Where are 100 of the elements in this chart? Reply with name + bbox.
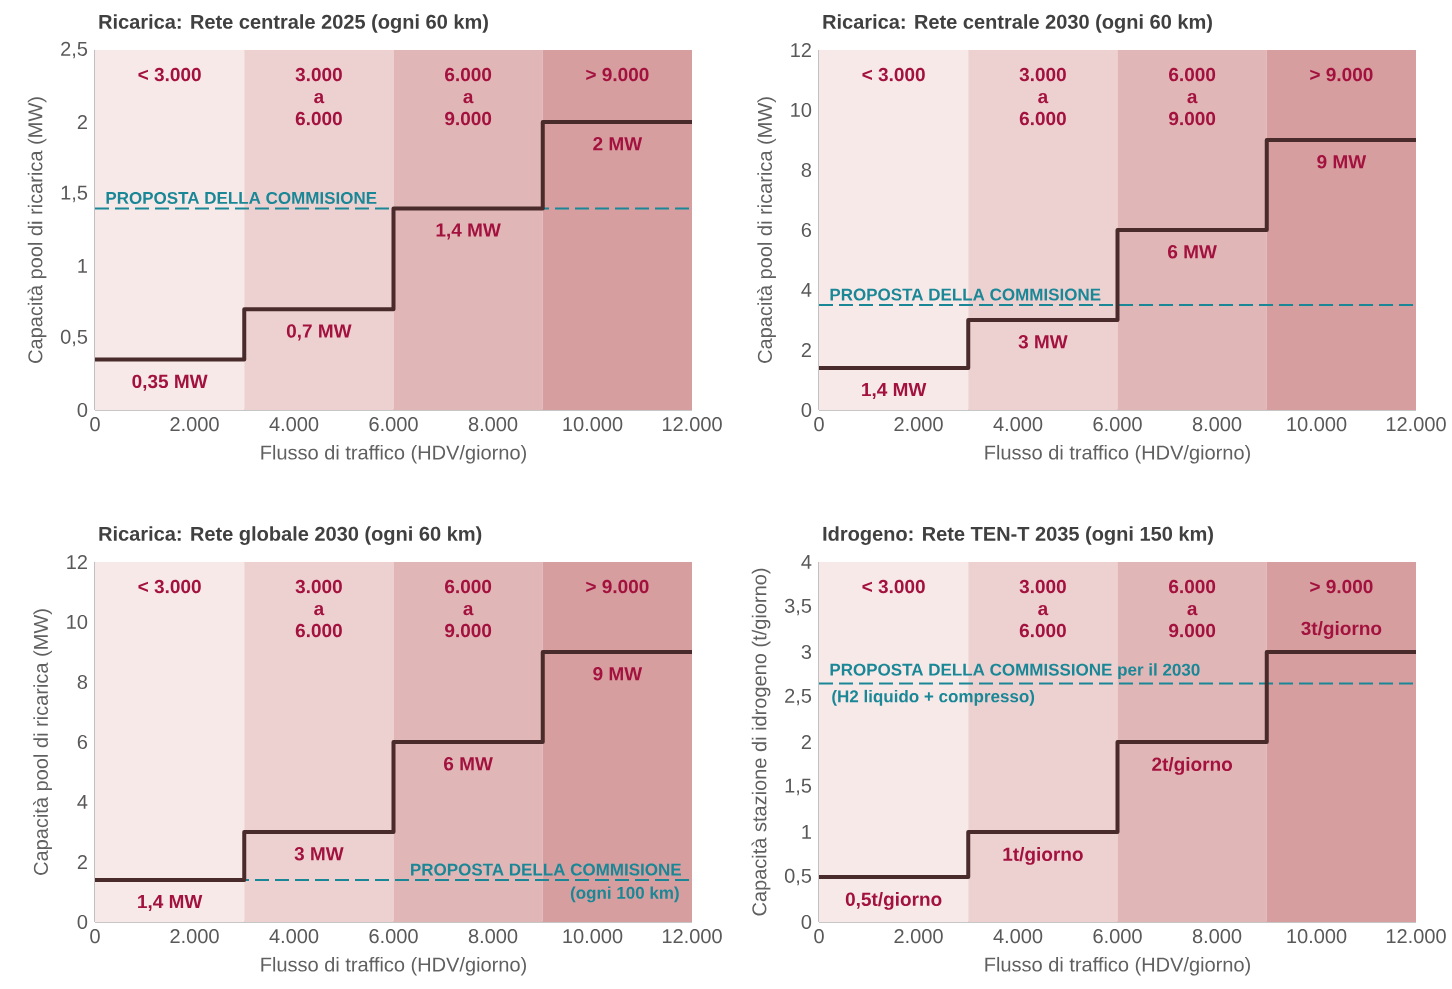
y-tick-label: 4 — [801, 555, 812, 569]
band-label: < 3.000 — [138, 67, 201, 82]
band-label: > 9.000 — [586, 579, 649, 594]
chart-title: Ricarica: Rete centrale 2025 (ogni 60 km) — [99, 14, 488, 33]
x-tick-label: 10.000 — [563, 417, 623, 432]
y-tick-label: 12 — [67, 555, 87, 569]
data-label: 1t/giorno — [1003, 847, 1083, 865]
y-tick-label: 0,5 — [784, 868, 812, 886]
x-tick-label: 6.000 — [369, 417, 418, 432]
y-tick-label: 4 — [77, 795, 88, 809]
x-tick-label: 2.000 — [894, 929, 943, 944]
x-tick-label: 4.000 — [993, 929, 1043, 944]
x-tick-label: 12.000 — [1386, 929, 1446, 944]
y-tick-label: 1 — [78, 259, 87, 273]
data-label: 9 MW — [1317, 155, 1367, 169]
x-axis-title: Flusso di traffico (HDV/giorno) — [985, 956, 1250, 976]
y-tick-label: 1,5 — [61, 185, 88, 203]
y-tick-label: 10 — [67, 614, 88, 630]
ref-line-label: PROPOSTA DELLA COMMISIONE — [830, 288, 1101, 301]
y-tick-label: 0 — [77, 914, 88, 930]
chart-title: Ricarica: Rete globale 2030 (ogni 60 km) — [99, 526, 482, 545]
x-tick-label: 2.000 — [170, 417, 219, 432]
data-label: 3 MW — [294, 847, 344, 861]
y-tick-label: 8 — [77, 674, 88, 690]
annotation: (H2 liquido + compresso) — [832, 689, 1035, 706]
x-tick-label: 10.000 — [1287, 929, 1347, 944]
x-tick-label: 2.000 — [894, 417, 943, 432]
x-tick-label: 0 — [90, 929, 100, 944]
y-tick-label: 12 — [791, 43, 811, 57]
x-tick-label: 6.000 — [1093, 417, 1142, 432]
y-tick-label: 2 — [801, 735, 811, 749]
x-tick-label: 8.000 — [468, 417, 518, 432]
x-tick-label: 4.000 — [269, 929, 319, 944]
x-tick-label: 8.000 — [1192, 417, 1242, 432]
y-tick-label: 3 — [801, 644, 812, 660]
band-label: 6.000 a 9.000 — [1169, 579, 1216, 638]
band-label: 3.000 a 6.000 — [1019, 67, 1066, 126]
x-axis-title: Flusso di traffico (HDV/giorno) — [261, 956, 526, 976]
data-label: 1,4 MW — [138, 895, 203, 912]
data-label: 2t/giorno — [1152, 757, 1233, 775]
x-tick-label: 10.000 — [1287, 417, 1347, 432]
x-axis-title: Flusso di traffico (HDV/giorno) — [261, 444, 526, 464]
y-tick-label: 0,5 — [60, 329, 88, 347]
x-tick-label: 0 — [814, 417, 824, 432]
band-label: > 9.000 — [1310, 67, 1373, 82]
y-tick-label: 0 — [801, 402, 812, 418]
band-label: < 3.000 — [862, 579, 925, 594]
x-tick-label: 12.000 — [662, 417, 722, 432]
data-label: 0,35 MW — [132, 374, 208, 391]
band-label: > 9.000 — [1310, 579, 1373, 594]
y-tick-label: 10 — [791, 102, 812, 118]
y-tick-label: 2 — [801, 343, 811, 357]
y-axis-title: Capacità stazione di idrogeno (t/giorno) — [751, 568, 771, 916]
data-label: 2 MW — [593, 137, 643, 151]
y-axis-title: Capacità pool di ricarica (MW) — [757, 97, 776, 363]
y-axis-title: Capacità pool di ricarica (MW) — [27, 97, 47, 363]
y-tick-label: 2 — [77, 855, 87, 869]
y-tick-label: 0 — [77, 402, 88, 418]
x-tick-label: 6.000 — [1093, 929, 1142, 944]
data-label: 0,7 MW — [286, 324, 352, 341]
y-tick-label: 3,5 — [784, 598, 812, 616]
data-label: 6 MW — [1168, 245, 1217, 259]
band-label: 3.000 a 6.000 — [1019, 579, 1066, 638]
x-tick-label: 4.000 — [993, 417, 1043, 432]
band-label: 6.000 a 9.000 — [445, 579, 492, 638]
data-label: 1,4 MW — [862, 383, 927, 400]
band-label: 6.000 a 9.000 — [445, 67, 492, 126]
chart-title: Ricarica: Rete centrale 2030 (ogni 60 km) — [823, 14, 1212, 33]
x-axis-title: Flusso di traffico (HDV/giorno) — [985, 444, 1250, 464]
y-tick-label: 4 — [801, 283, 812, 297]
ref-line-label: PROPOSTA DELLA COMMISIONE — [411, 863, 681, 876]
x-tick-label: 0 — [90, 417, 100, 432]
data-label: 3t/giorno — [1301, 621, 1382, 639]
x-tick-label: 12.000 — [1386, 417, 1446, 432]
x-tick-label: 0 — [814, 929, 824, 944]
ref-line-label: PROPOSTA DELLA COMMISIONE — [106, 191, 377, 204]
y-tick-label: 2,5 — [61, 41, 88, 59]
y-tick-label: 2 — [77, 115, 87, 129]
band-label: 3.000 a 6.000 — [295, 67, 342, 126]
data-label: 9 MW — [593, 667, 643, 681]
band-label: < 3.000 — [862, 67, 925, 82]
x-tick-label: 2.000 — [170, 929, 219, 944]
y-axis-title: Capacità pool di ricarica (MW) — [33, 609, 52, 875]
ref-line-label: PROPOSTA DELLA COMMISSIONE per il 2030 — [830, 663, 1200, 680]
x-tick-label: 8.000 — [468, 929, 518, 944]
band-label: 6.000 a 9.000 — [1169, 67, 1216, 126]
band-label: 3.000 a 6.000 — [295, 579, 342, 638]
data-label: 0,5t/giorno — [845, 892, 942, 910]
band-label: < 3.000 — [138, 579, 201, 594]
x-tick-label: 10.000 — [563, 929, 623, 944]
x-tick-label: 4.000 — [269, 417, 319, 432]
band-label: > 9.000 — [586, 67, 649, 82]
data-label: 3 MW — [1018, 335, 1068, 349]
y-tick-label: 2,5 — [785, 688, 812, 706]
x-tick-label: 6.000 — [369, 929, 418, 944]
x-tick-label: 8.000 — [1192, 929, 1242, 944]
x-tick-label: 12.000 — [662, 929, 722, 944]
y-tick-label: 1,5 — [785, 778, 812, 796]
data-label: 6 MW — [444, 757, 493, 771]
y-tick-label: 6 — [801, 222, 812, 238]
